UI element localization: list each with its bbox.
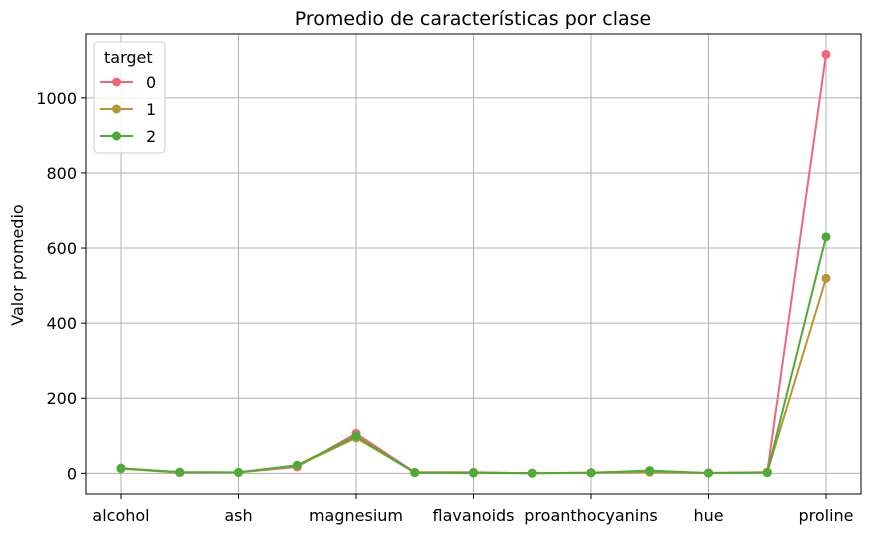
plot-frame [85, 33, 862, 495]
y-tick-label: 1000 [36, 89, 77, 108]
data-point-2 [527, 468, 537, 478]
x-tick-label: flavanoids [432, 506, 514, 525]
data-point-2 [116, 463, 126, 473]
axes: 0 200 400 600 800 1000 alcohol ash magnesium flav… [36, 33, 862, 525]
y-tick-label: 600 [46, 239, 77, 258]
data-point-2 [292, 460, 302, 470]
x-tick-label: ash [224, 506, 252, 525]
x-tick-label: alcohol [92, 506, 149, 525]
data-point-2 [469, 468, 478, 478]
data-point-2 [410, 468, 420, 478]
data-point-2 [821, 232, 831, 242]
legend-label-1: 1 [146, 100, 156, 119]
y-tick-label: 0 [67, 464, 77, 483]
data-point-2 [586, 468, 596, 478]
y-tick-label: 400 [46, 314, 77, 333]
legend-label-2: 2 [146, 127, 156, 146]
legend-title: target [104, 48, 153, 67]
x-tick-label: hue [693, 506, 723, 525]
data-point-2 [234, 467, 243, 477]
data-point-2 [762, 468, 772, 478]
data-point-1 [821, 273, 831, 283]
legend-marker-2 [112, 131, 121, 141]
legend-marker-0 [112, 77, 121, 87]
data-point-2 [175, 467, 185, 477]
x-tick-label: proanthocyanins [524, 506, 657, 525]
data-point-2 [351, 431, 361, 441]
legend: target 0 1 2 [93, 41, 166, 154]
data-point-2 [704, 468, 713, 478]
legend-label-0: 0 [146, 73, 156, 92]
x-tick-label: proline [798, 506, 853, 525]
chart-title: Promedio de características por clase [295, 8, 652, 30]
x-tick-label: magnesium [309, 506, 403, 525]
data-point-2 [645, 466, 655, 476]
legend-marker-1 [112, 104, 121, 114]
y-tick-label: 800 [46, 164, 77, 183]
grid [86, 34, 861, 494]
data-point-0 [821, 49, 831, 59]
legend-frame [93, 41, 166, 154]
series [116, 49, 831, 478]
y-tick-label: 200 [46, 389, 77, 408]
y-axis-label: Valor promedio [8, 204, 27, 325]
